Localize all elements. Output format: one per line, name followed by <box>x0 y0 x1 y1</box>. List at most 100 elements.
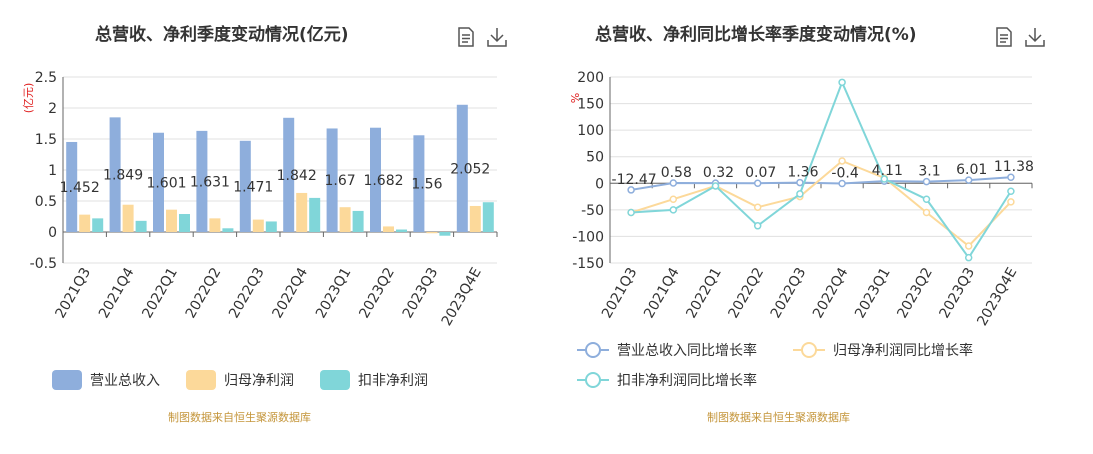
bar <box>396 229 407 232</box>
bar <box>370 127 381 232</box>
y-tick-label: -0.5 <box>30 256 57 272</box>
legend-marker <box>585 372 601 388</box>
x-tick-label: 2023Q3 <box>400 265 442 321</box>
data-point <box>922 177 931 186</box>
y-tick-label: 2.5 <box>35 70 57 86</box>
bar <box>153 132 164 232</box>
bar <box>222 228 234 232</box>
data-point <box>627 208 635 217</box>
legend-marker <box>801 342 817 358</box>
bar <box>352 210 364 232</box>
x-tick-label: 2022Q2 <box>726 265 768 321</box>
bar <box>296 192 308 232</box>
legend-swatch <box>52 370 82 390</box>
bar <box>66 141 78 232</box>
bar <box>482 202 494 232</box>
data-label: 11.38 <box>994 159 1034 175</box>
bar <box>166 209 177 232</box>
x-tick-label: 2021Q3 <box>599 265 641 321</box>
chart-title: 总营收、净利季度变动情况(亿元) <box>95 25 349 45</box>
x-tick-label: 2022Q1 <box>139 265 181 321</box>
data-point <box>880 175 889 183</box>
data-label: 1.452 <box>60 180 100 196</box>
data-label: 0.32 <box>703 165 734 181</box>
bar <box>426 232 438 234</box>
bar <box>283 117 295 232</box>
y-tick-label: -100 <box>572 229 604 245</box>
legend-label: 扣非净利润同比增长率 <box>617 372 757 389</box>
bar <box>469 205 481 232</box>
bar <box>135 220 147 232</box>
data-label: 1.56 <box>411 177 442 193</box>
x-tick-label: 2022Q4 <box>270 265 312 321</box>
x-tick-label: 2023Q1 <box>852 265 894 321</box>
bar <box>79 214 91 232</box>
bar <box>413 135 425 232</box>
data-point <box>796 178 804 187</box>
data-point <box>964 176 973 184</box>
series-line <box>630 176 1011 191</box>
x-tick-label: 2023Q4E <box>974 265 1020 329</box>
legend-label: 扣非净利润 <box>358 373 428 389</box>
chart-title: 总营收、净利同比增长率季度变动情况(%) <box>595 25 917 45</box>
data-label: 0.58 <box>661 165 692 181</box>
data-label: 1.849 <box>103 168 143 184</box>
data-label: 0.07 <box>745 165 776 181</box>
data-label: 1.842 <box>277 168 317 184</box>
data-source-note: 制图数据来自恒生聚源数据库 <box>168 411 311 424</box>
data-label: 3.1 <box>918 164 940 180</box>
legend-marker <box>585 342 601 358</box>
data-point <box>838 179 846 188</box>
data-point <box>669 206 678 214</box>
bar <box>109 117 121 232</box>
document-icon[interactable] <box>455 26 477 48</box>
bar-chart: -0.5 0 0.5 1 1.5 2 2.5 2021Q3 2021Q4 2022Q1 2022Q2… <box>22 70 498 390</box>
growth-rate-chart-panel: 总营收、净利同比增长率季度变动情况(%) -150 -100 -50 0 50 100 15… <box>547 0 1093 454</box>
y-tick-label: 0 <box>595 176 604 192</box>
legend-swatch <box>186 370 216 390</box>
data-label: 1.67 <box>325 173 356 189</box>
data-point <box>964 253 973 262</box>
bar <box>439 232 451 236</box>
data-point <box>669 195 678 203</box>
bar <box>179 214 190 232</box>
bar <box>92 218 104 232</box>
y-axis-unit: % <box>569 93 582 103</box>
x-tick-label: 2022Q4 <box>810 265 852 321</box>
data-point <box>1007 187 1015 196</box>
data-point <box>838 157 846 165</box>
x-tick-label: 2022Q2 <box>183 265 225 321</box>
x-tick-label: 2023Q4E <box>439 265 485 329</box>
document-icon[interactable] <box>993 26 1015 48</box>
data-point <box>1007 173 1015 181</box>
bar <box>239 140 251 232</box>
bar <box>252 219 264 232</box>
bar <box>309 197 321 232</box>
bar <box>456 104 468 232</box>
data-point <box>669 179 678 187</box>
download-icon[interactable] <box>486 26 508 48</box>
x-tick-label: 2021Q4 <box>641 265 683 321</box>
revenue-profit-chart-panel: 总营收、净利季度变动情况(亿元) -0.5 0 0.5 1 1.5 2 2.5 2021Q3 2… <box>0 0 546 454</box>
y-tick-label: 1.5 <box>35 132 57 148</box>
y-tick-label: 1 <box>48 163 57 179</box>
y-tick-label: 2 <box>48 101 57 117</box>
bar <box>209 218 221 232</box>
y-tick-label: 50 <box>586 150 604 166</box>
download-icon[interactable] <box>1024 26 1046 48</box>
data-label: -12.47 <box>612 172 657 188</box>
y-tick-label: -150 <box>572 256 604 272</box>
data-point <box>796 190 804 198</box>
y-tick-label: 0 <box>48 225 57 241</box>
data-source-note: 制图数据来自恒生聚源数据库 <box>707 411 850 424</box>
bar <box>383 226 394 232</box>
data-label: -0.4 <box>831 165 858 181</box>
data-label: 1.601 <box>146 175 186 191</box>
legend-label: 营业总收入同比增长率 <box>617 342 757 359</box>
bar <box>339 207 351 232</box>
bar <box>265 221 277 232</box>
data-label: 1.682 <box>363 173 403 189</box>
legend-swatch <box>320 370 350 390</box>
legend-label: 归母净利润 <box>224 372 294 389</box>
